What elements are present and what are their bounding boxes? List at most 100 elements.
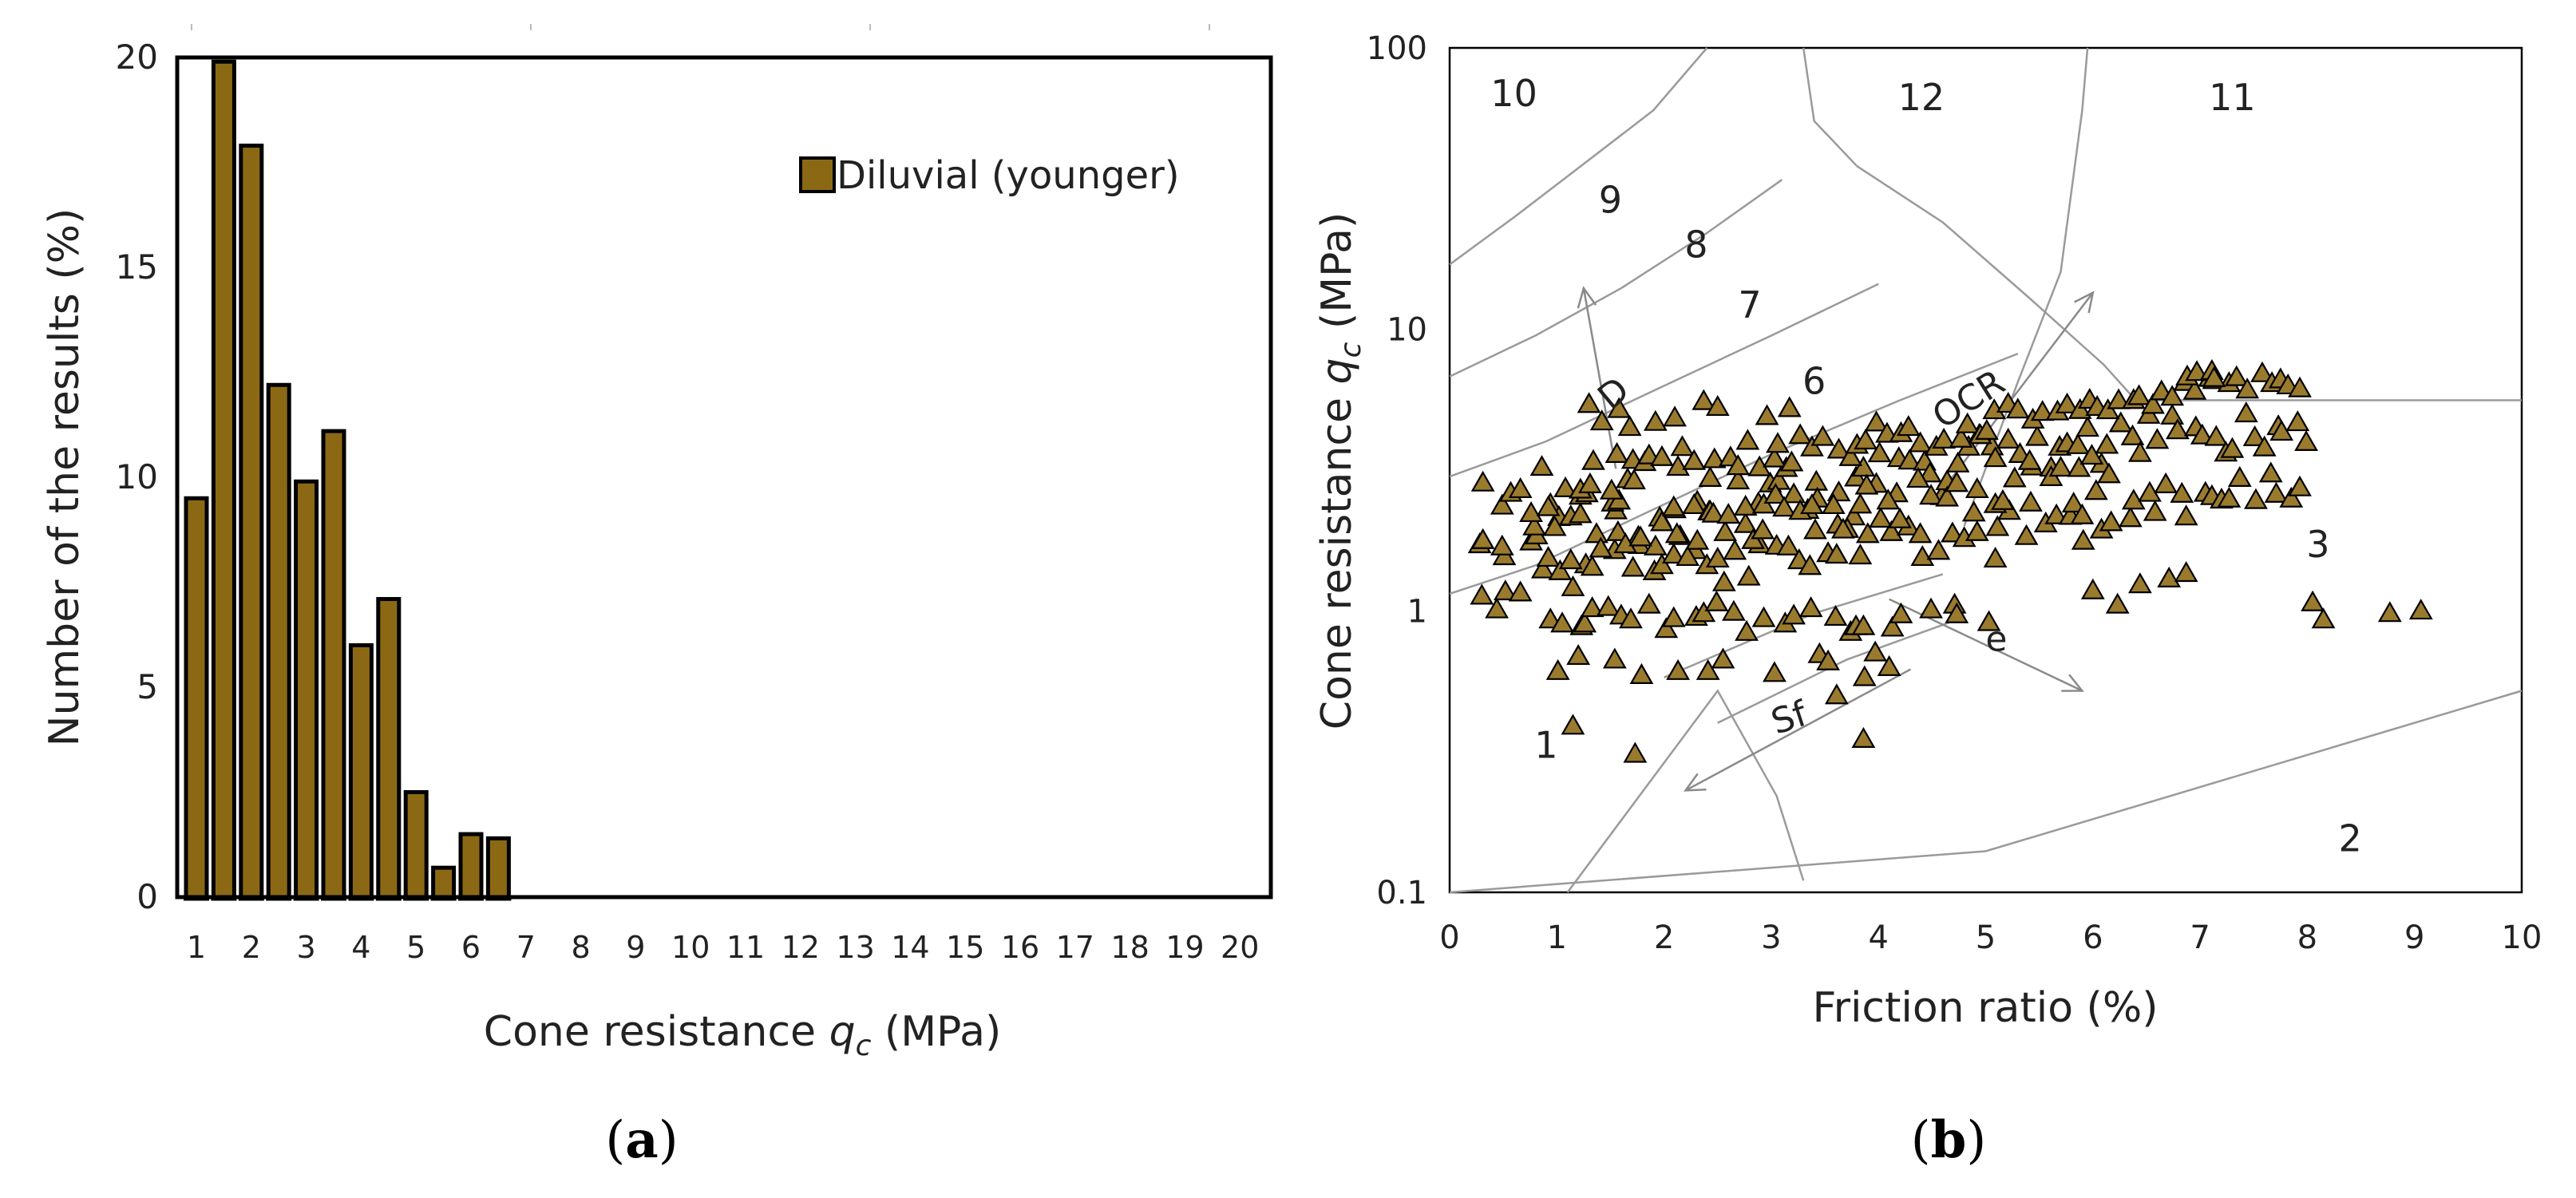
scatter-point (1580, 596, 1605, 618)
scatter-point (1692, 601, 1716, 623)
x-tick-label: 14 (891, 930, 929, 965)
scatter-point (1910, 544, 1935, 567)
scatter-point (2408, 599, 2433, 620)
scatter-point (2083, 479, 2108, 500)
scatter-point (2264, 481, 2289, 503)
scatter-point (1692, 389, 1716, 410)
scatter-point (2099, 510, 2123, 532)
y-tick-label: 20 (116, 38, 158, 77)
scatter-point (1735, 429, 1760, 450)
scatter-point (2070, 503, 2095, 524)
scatter-point (1763, 482, 1788, 504)
scatter-point (1868, 507, 1893, 528)
scatter-point (2157, 566, 2182, 587)
zone-label: 7 (1738, 283, 1761, 326)
scatter-point (1852, 665, 1877, 686)
trend-arrow-line (1684, 668, 1912, 792)
scatter-point (1955, 412, 1980, 433)
scatter-point (2141, 393, 2165, 414)
scatter-point (1798, 554, 1822, 575)
scatter-point (1629, 662, 1654, 684)
scatter-point (1855, 522, 1880, 544)
scatter-point (1542, 515, 1567, 536)
scatter-point (1736, 564, 1761, 586)
scatter-point (1577, 392, 1601, 413)
scatter-point (2048, 456, 2073, 477)
histogram-x-title-sub: c (856, 1030, 872, 1062)
zone-boundary (1449, 47, 1708, 266)
histogram-bar (211, 59, 236, 899)
x-tick-label: 7 (2190, 919, 2210, 956)
scatter-point (2019, 490, 2043, 512)
scatter-point (2220, 437, 2245, 458)
scatter-point (1548, 559, 1573, 580)
scatter-point (1945, 602, 1969, 623)
scatter-point (1838, 445, 1863, 466)
scatter-point (1940, 521, 1965, 543)
scatter-point (1723, 539, 1747, 560)
scatter-y-axis-title: Cone resistance qc (MPa) (1313, 212, 1367, 729)
scatter-point (1977, 610, 2001, 631)
scatter-point (2204, 425, 2229, 446)
histogram-bar (239, 143, 264, 899)
scatter-point (1663, 405, 1687, 427)
scatter-point (1661, 543, 1686, 564)
scatter-point (1905, 466, 1930, 488)
scatter-point (2127, 384, 2151, 405)
scatter-point (1643, 409, 1668, 431)
x-tick-label: 5 (406, 930, 425, 965)
legend-label: Diluvial (younger) (837, 153, 1180, 198)
scatter-point (2227, 465, 2252, 487)
scatter-point (1879, 520, 1904, 541)
scatter-point (2279, 486, 2304, 508)
scatter-point (2250, 361, 2274, 382)
scatter-point (1735, 619, 1759, 641)
trend-arrow-head (2061, 674, 2084, 692)
zone-label: 8 (1684, 223, 1707, 267)
scatter-point (1529, 455, 1554, 476)
scatter-point (2127, 572, 2152, 594)
scatter-point (1589, 536, 1613, 558)
scatter-point (1485, 597, 1509, 619)
scatter-point (1622, 469, 1646, 490)
scatter-point (1650, 510, 1674, 532)
scatter-point (1917, 461, 1942, 483)
scatter-point (1945, 451, 1970, 472)
scatter-point (1617, 415, 1642, 437)
scatter-point (2252, 435, 2277, 457)
scatter-point (2166, 418, 2190, 440)
scatter-point (1578, 472, 1602, 493)
scatter-point (1713, 520, 1738, 541)
scatter-point (1599, 478, 1624, 500)
scatter-point (2224, 365, 2249, 386)
x-tick-label: 0 (1439, 919, 1459, 956)
scatter-point (1561, 714, 1585, 735)
scatter-point (2071, 528, 2095, 550)
scatter-point (1851, 456, 1876, 477)
scatter-point (2017, 449, 2042, 470)
scatter-point (2311, 607, 2336, 629)
scatter-point (1490, 534, 1514, 556)
histogram-bar (348, 642, 374, 899)
scatter-point (1751, 518, 1775, 540)
scatter-point (2002, 466, 2027, 488)
scatter-point (2242, 425, 2267, 446)
histogram-y-tick-labels: 0 5 10 15 20 (116, 38, 158, 916)
scatter-point (1888, 507, 1912, 528)
histogram-bar (376, 597, 402, 899)
scatter-point (1470, 528, 1495, 549)
scatter-point (1919, 484, 1943, 505)
zone-label: 11 (2209, 76, 2256, 119)
histogram-x-title-var: q (829, 1008, 856, 1056)
scatter-point (2154, 472, 2178, 493)
scatter-point (1876, 488, 1901, 510)
x-tick-label: 18 (1110, 930, 1149, 965)
x-tick-label: 8 (572, 930, 591, 965)
histogram-legend: Diluvial (younger) (799, 153, 1180, 198)
y-tick-label: 10 (116, 457, 158, 496)
scatter-point (1470, 470, 1495, 492)
x-tick-label: 20 (1221, 930, 1259, 965)
scatter-point (1787, 548, 1811, 570)
